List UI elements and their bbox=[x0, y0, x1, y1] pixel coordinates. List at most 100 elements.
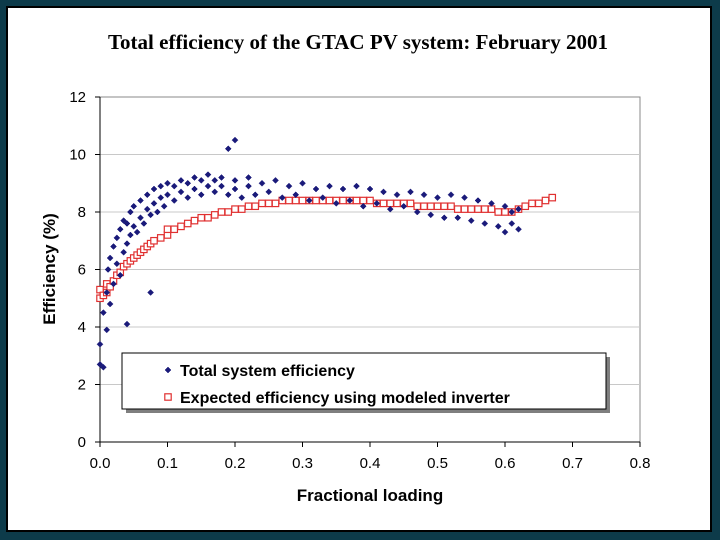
total-efficiency-point bbox=[137, 197, 144, 204]
total-efficiency-point bbox=[508, 208, 516, 216]
total-efficiency-point bbox=[177, 177, 185, 184]
expected-efficiency-point bbox=[433, 202, 442, 211]
expected-efficiency-point bbox=[217, 208, 226, 216]
y-tick-label: 4 bbox=[78, 319, 86, 336]
expected-efficiency-point bbox=[170, 225, 179, 234]
expected-efficiency-point bbox=[501, 208, 509, 216]
y-tick-label: 8 bbox=[78, 204, 86, 221]
legend-marker-expected bbox=[164, 393, 172, 401]
total-efficiency-point bbox=[265, 188, 273, 196]
expected-efficiency-point bbox=[534, 199, 543, 208]
expected-efficiency-point bbox=[156, 234, 165, 242]
total-efficiency-point bbox=[100, 363, 107, 371]
expected-efficiency-point bbox=[548, 193, 557, 202]
expected-efficiency-point bbox=[291, 196, 300, 205]
total-efficiency-point bbox=[157, 194, 165, 201]
legend-label-total: Total system efficiency bbox=[180, 363, 355, 380]
total-efficiency-point bbox=[127, 208, 134, 216]
expected-efficiency-point bbox=[386, 199, 395, 208]
total-efficiency-point bbox=[508, 220, 516, 227]
total-efficiency-point bbox=[366, 185, 374, 193]
expected-efficiency-point bbox=[474, 205, 482, 213]
total-efficiency-point bbox=[170, 197, 178, 204]
total-efficiency-point bbox=[312, 185, 320, 193]
expected-efficiency-point bbox=[264, 199, 273, 208]
expected-efficiency-point bbox=[494, 208, 503, 216]
total-efficiency-point bbox=[164, 191, 171, 199]
expected-efficiency-point bbox=[447, 202, 455, 211]
total-efficiency-point bbox=[413, 208, 421, 216]
total-efficiency-point bbox=[393, 191, 401, 199]
expected-efficiency-point bbox=[406, 199, 415, 208]
x-tick-label: 0.3 bbox=[292, 455, 313, 472]
total-efficiency-point bbox=[353, 182, 360, 190]
total-efficiency-point bbox=[501, 228, 509, 236]
total-efficiency-point bbox=[211, 177, 219, 184]
expected-efficiency-point bbox=[413, 202, 422, 211]
total-efficiency-point bbox=[157, 182, 165, 190]
total-efficiency-point bbox=[103, 289, 111, 296]
legend-label-expected: Expected efficiency using modeled invert… bbox=[180, 390, 510, 407]
total-efficiency-point bbox=[359, 202, 367, 210]
total-efficiency-point bbox=[106, 300, 114, 308]
expected-efficiency-point bbox=[190, 216, 199, 225]
total-efficiency-point bbox=[147, 211, 154, 219]
series-total-efficiency bbox=[96, 136, 522, 371]
expected-efficiency-point bbox=[467, 205, 476, 213]
total-efficiency-point bbox=[197, 191, 205, 199]
total-efficiency-point bbox=[434, 194, 441, 201]
total-efficiency-point bbox=[143, 191, 151, 199]
total-efficiency-point bbox=[110, 243, 117, 250]
total-efficiency-point bbox=[481, 220, 489, 227]
expected-efficiency-point bbox=[480, 205, 489, 213]
total-efficiency-point bbox=[245, 182, 252, 190]
total-efficiency-point bbox=[184, 179, 192, 187]
expected-efficiency-point bbox=[231, 205, 239, 213]
expected-efficiency-point bbox=[352, 196, 361, 205]
total-efficiency-point bbox=[160, 202, 168, 210]
expected-efficiency-point bbox=[237, 205, 246, 213]
total-efficiency-point bbox=[218, 182, 225, 190]
total-efficiency-point bbox=[137, 214, 144, 222]
total-efficiency-point bbox=[319, 194, 327, 201]
total-efficiency-point bbox=[150, 185, 158, 193]
total-efficiency-point bbox=[154, 208, 161, 216]
y-tick-label: 2 bbox=[78, 377, 86, 394]
total-efficiency-point bbox=[440, 214, 448, 222]
total-efficiency-point bbox=[191, 174, 198, 181]
total-efficiency-point bbox=[231, 177, 239, 184]
x-tick-label: 0.0 bbox=[90, 455, 111, 472]
total-efficiency-point bbox=[454, 214, 462, 222]
expected-efficiency-point bbox=[251, 202, 260, 211]
expected-efficiency-point bbox=[325, 196, 334, 205]
total-efficiency-point bbox=[501, 202, 509, 210]
total-efficiency-point bbox=[191, 185, 198, 193]
expected-efficiency-point bbox=[487, 205, 496, 213]
expected-efficiency-point bbox=[271, 199, 280, 208]
axes: 0 2 4 6 8 10 12 0.0 0.1 0.2 0.3 0.4 0.5 0.6 0.7 0.8 bbox=[69, 89, 650, 472]
total-efficiency-point bbox=[285, 182, 293, 190]
legend-box bbox=[121, 352, 607, 410]
total-efficiency-point bbox=[184, 194, 192, 201]
total-efficiency-point bbox=[113, 234, 121, 242]
total-efficiency-point bbox=[123, 220, 131, 227]
total-efficiency-point bbox=[197, 177, 205, 184]
total-efficiency-point bbox=[133, 228, 141, 236]
x-tick-label: 0.7 bbox=[562, 455, 583, 472]
total-efficiency-point bbox=[299, 179, 306, 187]
legend: Total system efficiency Expected efficien… bbox=[121, 352, 610, 413]
total-efficiency-point bbox=[224, 191, 232, 199]
expected-efficiency-point bbox=[224, 208, 233, 216]
total-efficiency-point bbox=[305, 197, 313, 204]
x-tick-label: 0.5 bbox=[427, 455, 448, 472]
total-efficiency-point bbox=[140, 220, 148, 227]
legend-marker-total bbox=[164, 366, 172, 374]
total-efficiency-point bbox=[467, 217, 475, 224]
total-efficiency-point bbox=[231, 185, 239, 193]
total-efficiency-point bbox=[278, 194, 286, 201]
total-efficiency-point bbox=[258, 179, 266, 187]
slide-title: Total efficiency of the GTAC PV system: … bbox=[107, 30, 609, 54]
x-tick-label: 0.2 bbox=[225, 455, 246, 472]
total-efficiency-point bbox=[420, 191, 428, 199]
